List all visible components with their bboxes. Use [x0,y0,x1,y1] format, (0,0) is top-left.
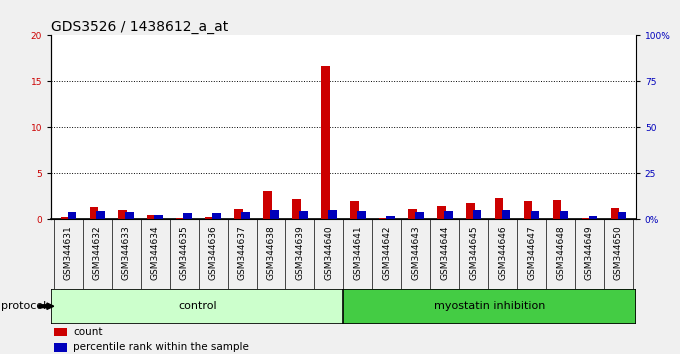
Bar [560,211,568,219]
Bar [54,343,67,352]
Text: GSM344637: GSM344637 [237,225,247,280]
Text: GSM344642: GSM344642 [382,225,391,280]
Text: count: count [73,327,103,337]
Bar [581,218,590,219]
Text: GSM344638: GSM344638 [267,225,275,280]
Bar [97,211,105,219]
Bar [357,211,366,219]
Bar [502,210,511,219]
Text: GSM344645: GSM344645 [469,225,478,280]
Text: protocol: protocol [1,301,46,311]
Bar [299,211,308,219]
Bar [263,191,272,219]
Text: GSM344635: GSM344635 [180,225,188,280]
Bar [328,210,337,219]
Bar [524,201,532,219]
Bar [234,209,243,219]
Text: GSM344634: GSM344634 [151,225,160,280]
Text: GSM344647: GSM344647 [527,225,536,280]
Bar [292,199,301,219]
Text: GSM344644: GSM344644 [440,225,449,280]
Bar [415,212,424,219]
Bar [90,207,98,219]
Text: GSM344650: GSM344650 [614,225,623,280]
Text: GSM344633: GSM344633 [122,225,131,280]
Text: GSM344639: GSM344639 [296,225,305,280]
Bar [379,218,388,219]
Bar [343,289,636,324]
Bar [466,203,475,219]
Text: GSM344643: GSM344643 [411,225,420,280]
Bar [176,218,185,219]
Text: GSM344631: GSM344631 [64,225,73,280]
Bar [67,212,76,219]
Bar [61,217,69,219]
Text: GSM344640: GSM344640 [324,225,333,280]
Text: GSM344646: GSM344646 [498,225,507,280]
Bar [473,210,481,219]
Bar [437,206,445,219]
Text: myostatin inhibition: myostatin inhibition [434,301,545,311]
Text: GSM344649: GSM344649 [585,225,594,280]
Bar [212,213,221,219]
Bar [270,210,279,219]
Bar [154,215,163,219]
Bar [408,209,417,219]
Bar [51,289,343,324]
Bar [148,215,156,219]
Bar [205,217,214,219]
Text: percentile rank within the sample: percentile rank within the sample [73,342,249,352]
Bar [54,327,67,336]
Bar [321,66,330,219]
Text: GSM344648: GSM344648 [556,225,565,280]
Bar [495,198,503,219]
Text: GSM344641: GSM344641 [354,225,362,280]
Text: GDS3526 / 1438612_a_at: GDS3526 / 1438612_a_at [51,21,228,34]
Text: control: control [178,301,216,311]
Bar [589,216,597,219]
Bar [530,211,539,219]
Bar [444,211,453,219]
Bar [611,209,619,219]
Text: GSM344632: GSM344632 [93,225,102,280]
Bar [553,200,562,219]
Text: GSM344636: GSM344636 [209,225,218,280]
Bar [350,201,359,219]
Bar [241,212,250,219]
Bar [386,216,394,219]
Bar [617,212,626,219]
Bar [125,212,134,219]
Bar [118,210,127,219]
Bar [184,213,192,219]
